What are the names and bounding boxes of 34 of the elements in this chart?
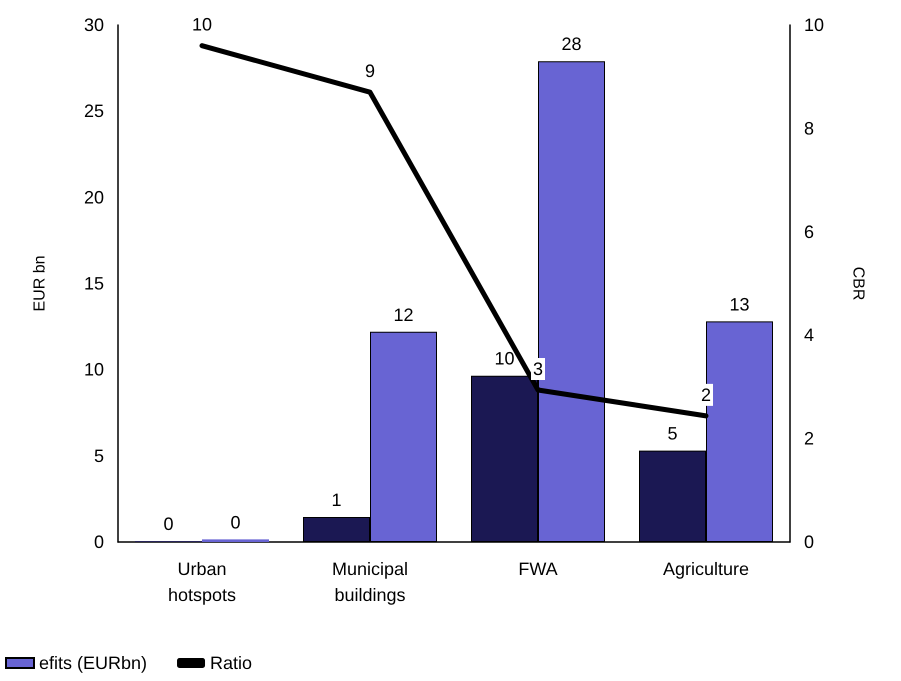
data-label: 12 — [393, 304, 414, 325]
legend-label: efits (EURbn) — [39, 653, 148, 673]
y2-tick-label: 8 — [804, 118, 814, 138]
data-label: 28 — [561, 34, 582, 54]
y2-axis-title: CBR — [850, 266, 866, 300]
data-label: 10 — [494, 348, 515, 369]
y-tick-label: 30 — [84, 15, 104, 35]
data-label: 0 — [230, 512, 241, 532]
data-label: 2 — [700, 384, 712, 405]
x-tick-label: Urban hotspots — [168, 559, 236, 605]
y-tick-label: 0 — [94, 532, 104, 552]
legend-label: Ratio — [210, 653, 252, 673]
x-tick-label: Municipal buildings — [332, 559, 408, 605]
y-tick-label: 20 — [84, 187, 104, 208]
y2-tick-label: 2 — [804, 428, 814, 449]
data-label: 9 — [364, 61, 376, 82]
data-label: 13 — [729, 294, 750, 314]
y2-tick-label: 4 — [804, 325, 814, 346]
data-label: 0 — [163, 514, 174, 534]
x-tick-label: Agriculture — [662, 559, 750, 579]
y-tick-label: 25 — [84, 101, 104, 122]
data-label: 3 — [532, 359, 544, 379]
y2-tick-label: 6 — [804, 222, 814, 242]
y-tick-label: 5 — [94, 446, 104, 466]
y-tick-label: 10 — [84, 360, 104, 380]
data-label: 10 — [192, 14, 212, 35]
x-tick-label: FWA — [518, 559, 558, 579]
y2-tick-label: 10 — [804, 15, 824, 35]
y-axis-title: EUR bn — [32, 255, 48, 312]
data-label: 1 — [331, 490, 342, 510]
y-tick-label: 15 — [84, 274, 104, 294]
data-label: 5 — [667, 424, 678, 444]
bar — [202, 539, 269, 542]
y2-tick-label: 0 — [804, 532, 814, 552]
